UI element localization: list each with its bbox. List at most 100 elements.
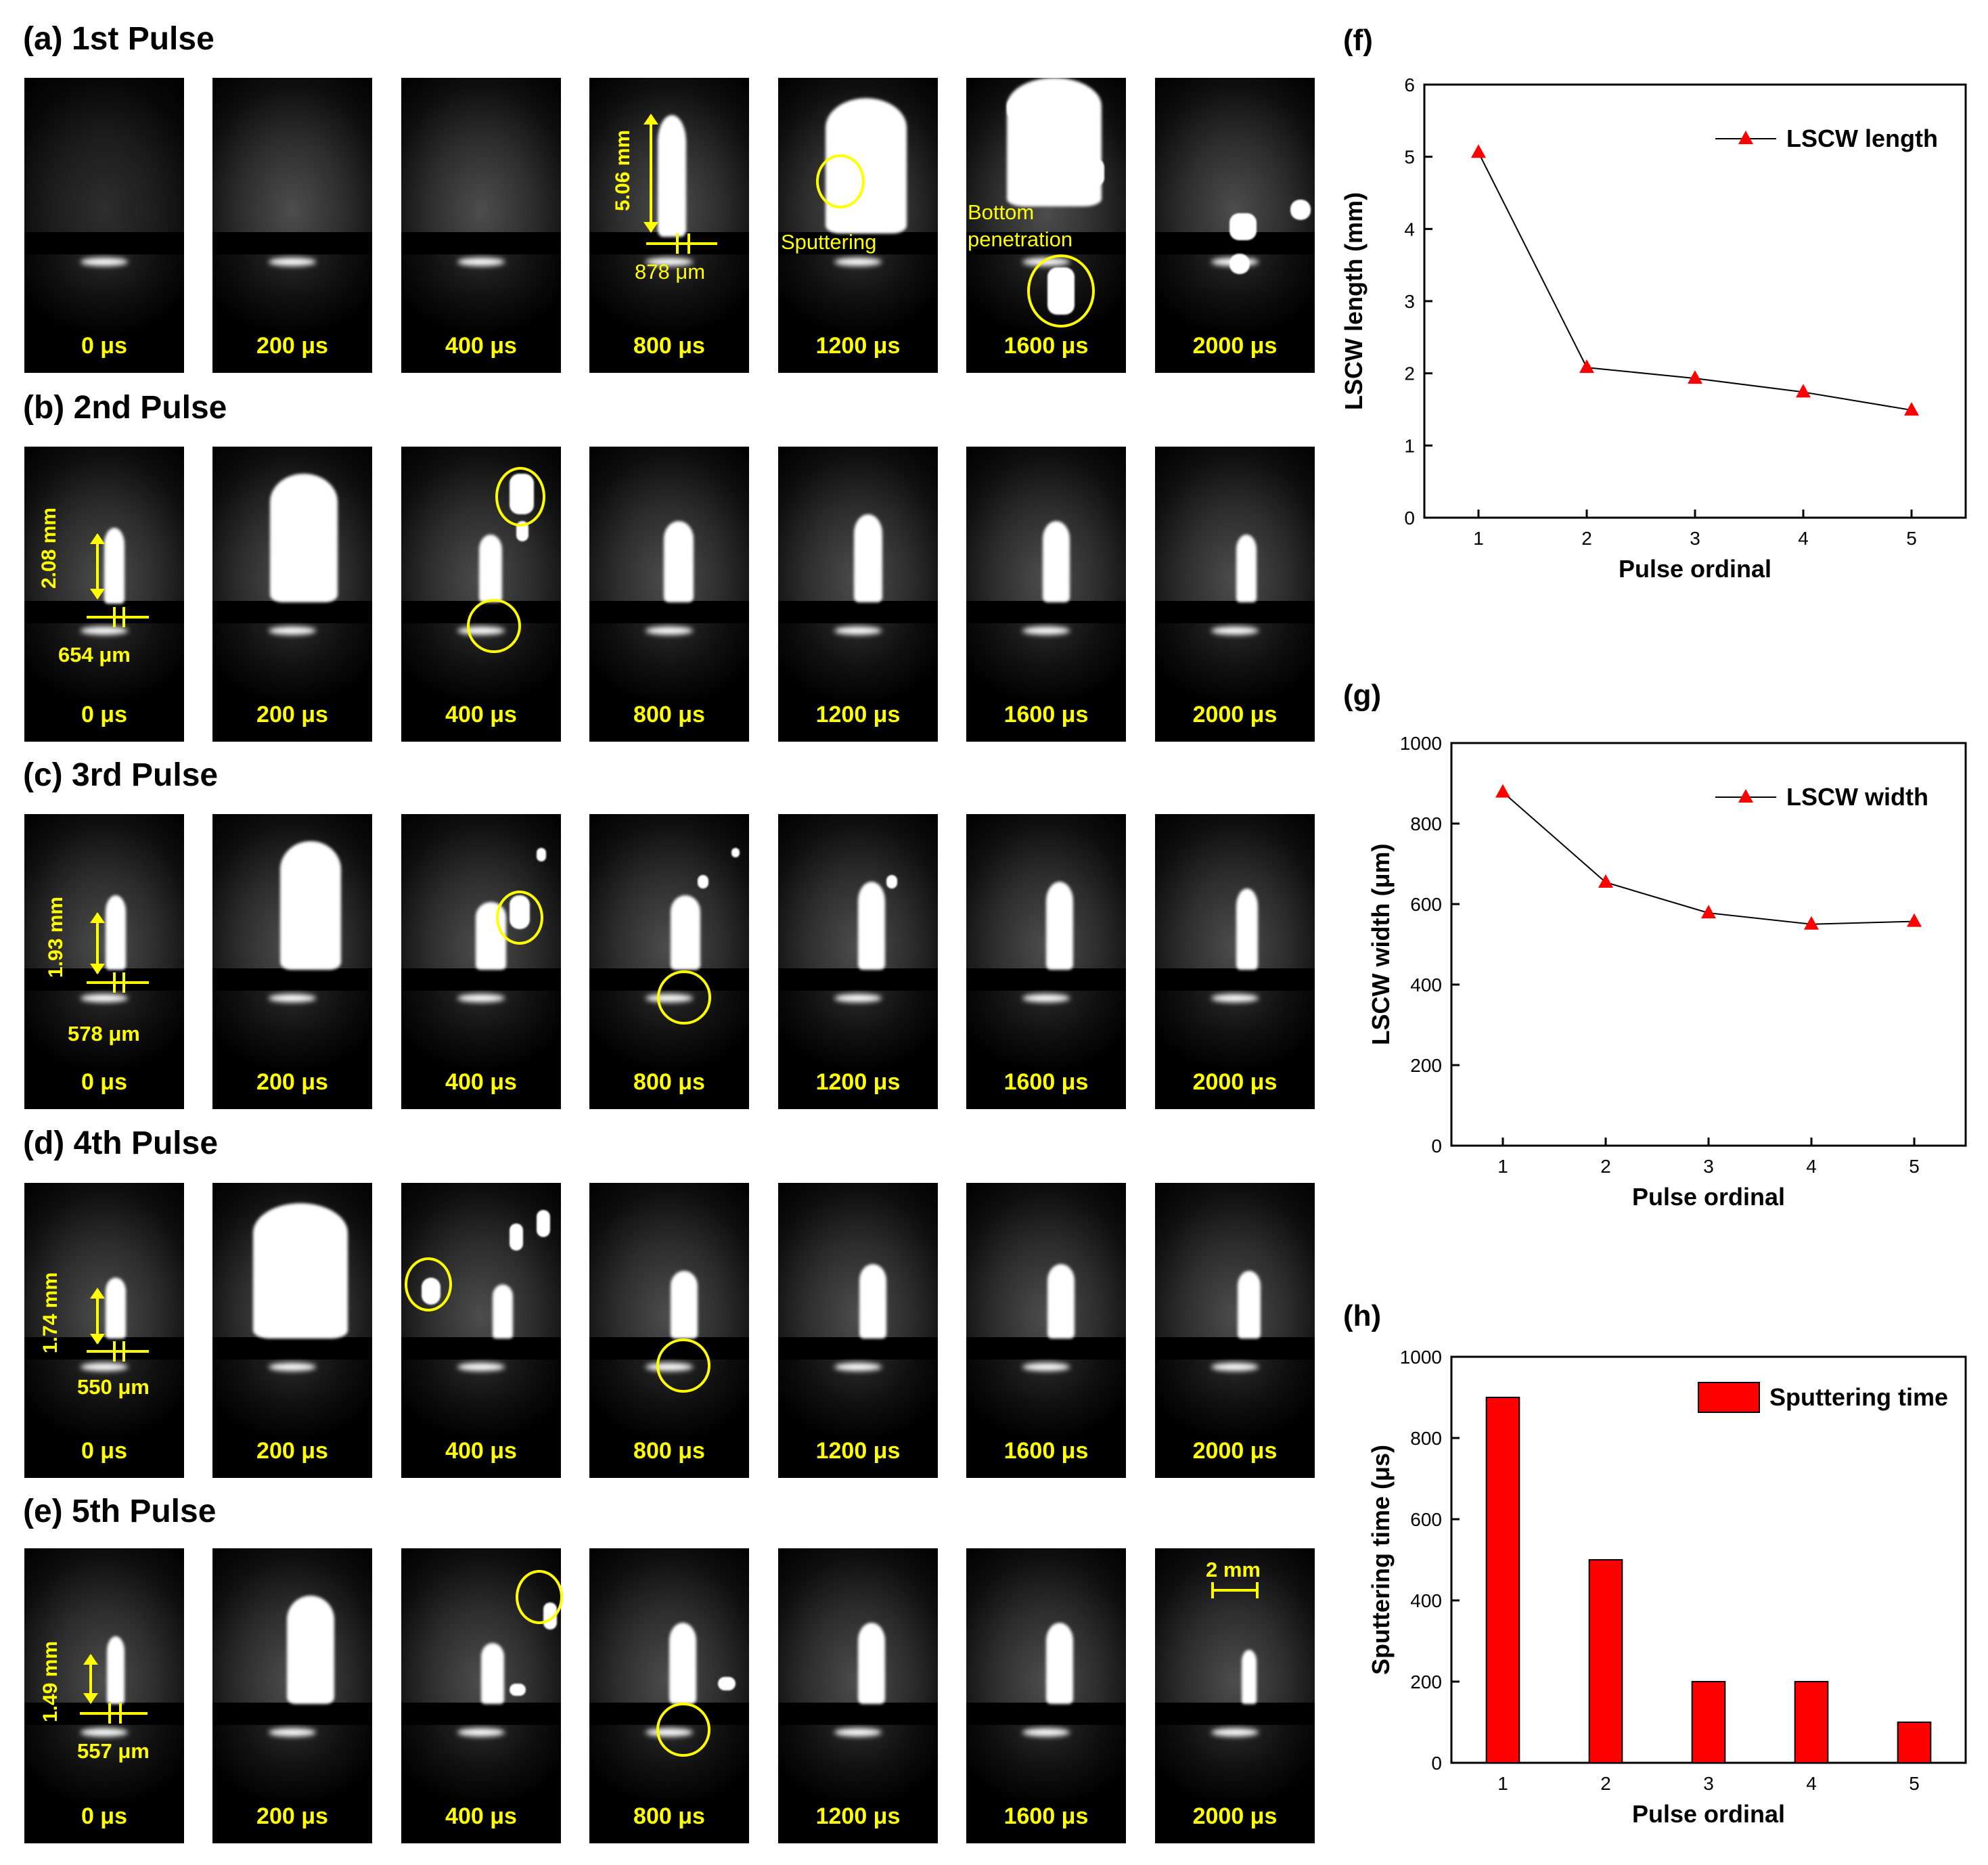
width-dimension [87, 972, 149, 993]
y-axis-label: Sputtering time (μs) [1367, 1445, 1395, 1675]
spatter-particle [1088, 159, 1104, 186]
plasma-plume [104, 528, 125, 604]
frame-time-label: 0 μs [81, 1803, 128, 1829]
plasma-plume [1242, 1650, 1257, 1704]
lower-region [24, 254, 184, 373]
keyhole-glow [457, 994, 505, 1002]
y-axis-label: LSCW length (mm) [1340, 192, 1368, 410]
spatter-particle [1229, 254, 1250, 274]
frame-image: 1600 μs [966, 814, 1126, 1109]
frame-image: 0 μs [24, 447, 184, 742]
length-label: 1.74 mm [39, 1272, 62, 1353]
data-point [1904, 402, 1919, 416]
bar [1691, 1681, 1726, 1763]
frame-time-label: 0 μs [81, 1438, 128, 1464]
lower-region [778, 1360, 938, 1478]
y-tick-label: 4 [1404, 219, 1415, 240]
sputter-circle [495, 467, 545, 526]
keyhole-glow [646, 627, 693, 635]
x-axis-label: Pulse ordinal [1619, 555, 1771, 583]
substrate-band [1155, 968, 1315, 991]
x-tick-label: 5 [1906, 528, 1917, 549]
lower-region [401, 1360, 561, 1478]
spatter-particle [537, 848, 546, 861]
frame-image: 1200 μs [778, 78, 938, 373]
keyhole-circle [467, 599, 521, 653]
frame-image: 200 μs [212, 1183, 372, 1478]
data-point [1579, 359, 1594, 374]
y-tick-label: 600 [1410, 894, 1442, 915]
plasma-plume [106, 1278, 126, 1339]
frame-time-label: 400 μs [445, 1438, 517, 1464]
sputter-circle [496, 891, 543, 945]
lower-region [24, 991, 184, 1109]
keyhole-glow [269, 994, 316, 1002]
panel-label: (f) [1343, 24, 1373, 57]
legend-label: LSCW length [1786, 125, 1938, 152]
plasma-plume [1046, 882, 1073, 970]
frame-time-label: 400 μs [445, 1069, 517, 1095]
frame-image: 1600 μs [966, 447, 1126, 742]
length-label: 5.06 mm [612, 129, 634, 211]
lower-region [24, 623, 184, 742]
lower-region [778, 1725, 938, 1843]
lower-region [1155, 623, 1315, 742]
frame-time-label: 0 μs [81, 702, 128, 727]
data-point [1471, 144, 1486, 158]
plasma-plume [1236, 535, 1257, 602]
lower-region [24, 1725, 184, 1843]
frame-image: 1200 μs [778, 1548, 938, 1843]
frame-image: 2000 μs [1155, 1548, 1315, 1843]
plasma-plume [280, 841, 341, 970]
substrate-band [778, 1337, 938, 1360]
width-label: 654 μm [58, 643, 131, 667]
frame-time-label: 2000 μs [1192, 702, 1278, 727]
lower-region [401, 1725, 561, 1843]
y-tick-label: 800 [1410, 813, 1442, 834]
frame-image: 0 μs [24, 1183, 184, 1478]
frame-image: 1200 μs [778, 447, 938, 742]
frame-image: 800 μs [589, 78, 749, 373]
plasma-plume [479, 535, 502, 602]
row-title: (a) 1st Pulse [23, 21, 214, 57]
substrate-band [401, 232, 561, 254]
y-tick-label: 400 [1410, 1590, 1442, 1611]
x-tick-label: 4 [1806, 1156, 1817, 1177]
keyhole-glow [81, 627, 128, 635]
frame-time-label: 1200 μs [815, 702, 901, 727]
frame-image: 2000 μs [1155, 78, 1315, 373]
frame-time-label: 200 μs [256, 1069, 328, 1095]
lower-region [212, 1360, 372, 1478]
width-dimension [87, 607, 149, 627]
x-tick-label: 1 [1497, 1773, 1508, 1794]
keyhole-glow [457, 1363, 505, 1371]
y-tick-label: 0 [1431, 1753, 1442, 1774]
keyhole-glow [269, 258, 316, 266]
lower-region [212, 254, 372, 373]
y-tick-label: 0 [1431, 1136, 1442, 1156]
bar [1794, 1681, 1829, 1763]
plasma-plume [287, 1596, 334, 1704]
plasma-plume [1236, 889, 1258, 970]
y-tick-label: 5 [1404, 147, 1415, 168]
x-tick-label: 4 [1798, 528, 1809, 549]
frame-image: 200 μs [212, 814, 372, 1109]
frame-image: 2000 μs [1155, 1183, 1315, 1478]
lower-region [212, 1725, 372, 1843]
lower-region [401, 254, 561, 373]
substrate-band [589, 601, 749, 623]
scale-bar [1211, 1582, 1259, 1598]
keyhole-glow [834, 258, 882, 266]
frame-image: 400 μs [401, 814, 561, 1109]
y-tick-label: 200 [1410, 1055, 1442, 1076]
keyhole-glow [269, 1728, 316, 1736]
keyhole-circle [656, 1339, 710, 1393]
y-tick-label: 1 [1404, 435, 1415, 456]
plasma-plume [253, 1203, 348, 1339]
data-point [1495, 784, 1510, 798]
length-dimension [643, 114, 658, 233]
spatter-particle [1290, 200, 1311, 220]
x-axis-label: Pulse ordinal [1632, 1183, 1785, 1211]
frame-time-label: 200 μs [256, 1803, 328, 1829]
width-label: 550 μm [77, 1375, 150, 1399]
